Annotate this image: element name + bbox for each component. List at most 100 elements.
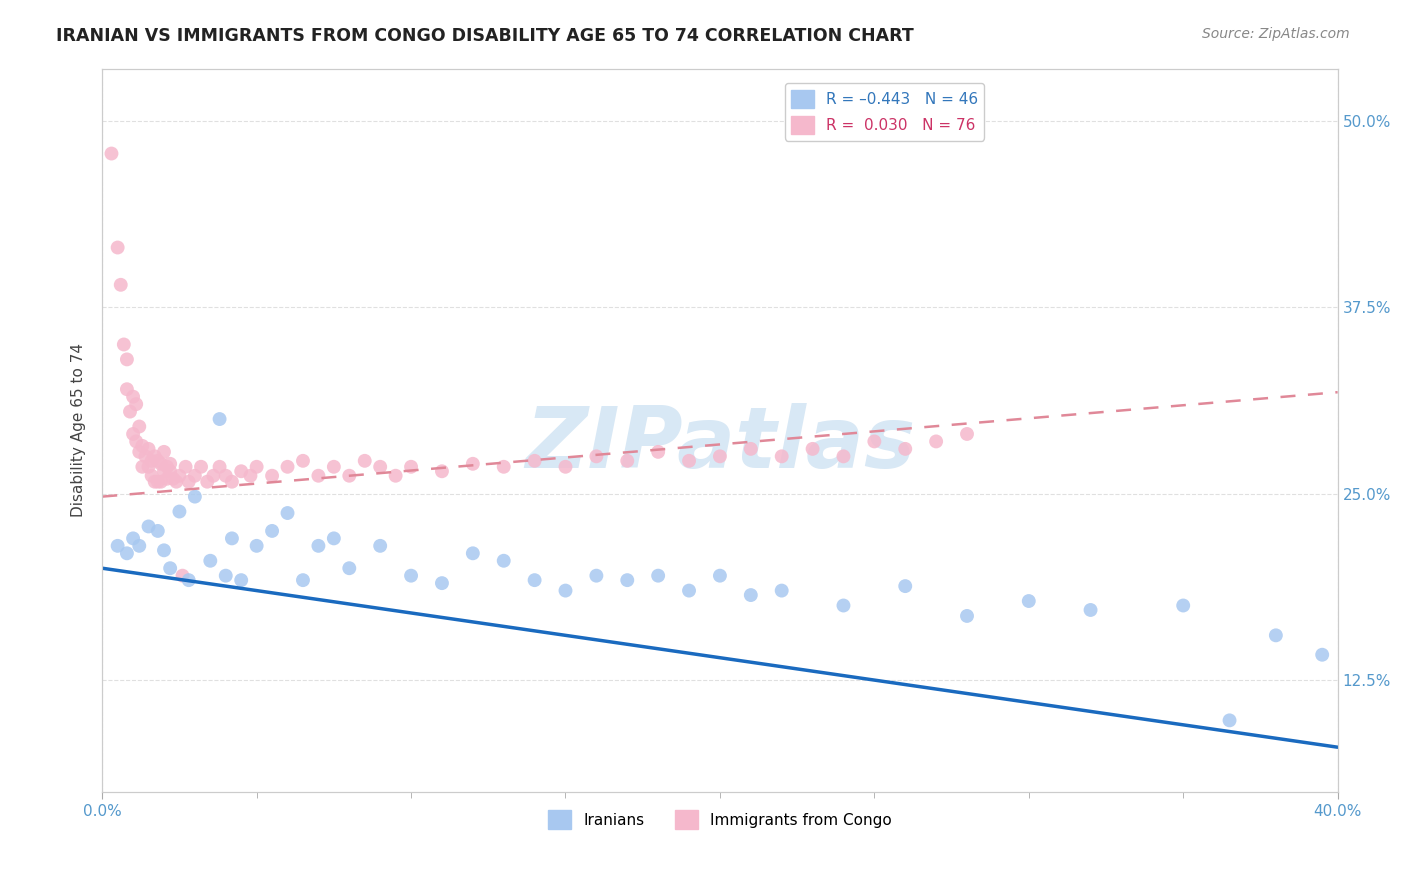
Point xyxy=(153,543,176,558)
Point xyxy=(165,475,187,489)
Point xyxy=(399,568,422,582)
Point xyxy=(925,434,948,449)
Point xyxy=(956,427,979,442)
Point xyxy=(1218,714,1240,728)
Point xyxy=(107,539,129,553)
Point xyxy=(894,579,917,593)
Point xyxy=(143,475,166,489)
Point xyxy=(153,445,176,459)
Point xyxy=(156,472,179,486)
Point xyxy=(115,352,138,367)
Point xyxy=(399,459,422,474)
Point xyxy=(159,464,181,478)
Point xyxy=(585,568,607,582)
Point xyxy=(159,561,181,575)
Point xyxy=(112,337,135,351)
Point xyxy=(246,539,269,553)
Point xyxy=(110,277,132,292)
Point xyxy=(616,573,638,587)
Point xyxy=(141,468,163,483)
Point xyxy=(894,442,917,456)
Point xyxy=(291,454,314,468)
Point xyxy=(616,454,638,468)
Point xyxy=(740,588,762,602)
Point xyxy=(141,454,163,468)
Point xyxy=(128,419,150,434)
Point xyxy=(172,568,194,582)
Point xyxy=(149,457,172,471)
Point xyxy=(231,464,253,478)
Point xyxy=(246,459,269,474)
Point xyxy=(215,468,238,483)
Text: ZIPatlas: ZIPatlas xyxy=(524,403,915,486)
Point xyxy=(169,504,191,518)
Point xyxy=(149,475,172,489)
Point xyxy=(322,532,344,546)
Point xyxy=(368,539,391,553)
Point xyxy=(1264,628,1286,642)
Point xyxy=(221,532,243,546)
Point xyxy=(195,475,218,489)
Point xyxy=(177,475,200,489)
Point xyxy=(215,568,238,582)
Point xyxy=(131,459,153,474)
Point xyxy=(239,468,262,483)
Point xyxy=(384,468,406,483)
Point xyxy=(115,546,138,560)
Point xyxy=(262,524,284,538)
Point xyxy=(262,468,284,483)
Point xyxy=(709,450,731,464)
Point xyxy=(202,468,225,483)
Text: Source: ZipAtlas.com: Source: ZipAtlas.com xyxy=(1202,27,1350,41)
Point xyxy=(169,468,191,483)
Point xyxy=(138,519,160,533)
Legend: Iranians, Immigrants from Congo: Iranians, Immigrants from Congo xyxy=(541,804,898,835)
Point xyxy=(353,454,375,468)
Point xyxy=(134,450,156,464)
Point xyxy=(307,539,329,553)
Point xyxy=(337,561,360,575)
Point xyxy=(647,568,669,582)
Point xyxy=(208,459,231,474)
Point xyxy=(128,539,150,553)
Point xyxy=(554,459,576,474)
Point xyxy=(291,573,314,587)
Point xyxy=(368,459,391,474)
Point xyxy=(337,468,360,483)
Point xyxy=(125,434,148,449)
Point xyxy=(146,524,169,538)
Point xyxy=(307,468,329,483)
Point xyxy=(153,464,176,478)
Point xyxy=(122,390,145,404)
Point xyxy=(1310,648,1333,662)
Point xyxy=(184,490,207,504)
Point xyxy=(159,457,181,471)
Point xyxy=(208,412,231,426)
Point xyxy=(200,554,222,568)
Point xyxy=(174,459,197,474)
Point xyxy=(492,459,515,474)
Point xyxy=(177,573,200,587)
Text: IRANIAN VS IMMIGRANTS FROM CONGO DISABILITY AGE 65 TO 74 CORRELATION CHART: IRANIAN VS IMMIGRANTS FROM CONGO DISABIL… xyxy=(56,27,914,45)
Point xyxy=(146,454,169,468)
Point xyxy=(128,445,150,459)
Point xyxy=(770,583,793,598)
Point xyxy=(115,382,138,396)
Y-axis label: Disability Age 65 to 74: Disability Age 65 to 74 xyxy=(72,343,86,517)
Point xyxy=(190,459,212,474)
Point xyxy=(125,397,148,411)
Point xyxy=(554,583,576,598)
Point xyxy=(276,506,298,520)
Point xyxy=(492,554,515,568)
Point xyxy=(1173,599,1195,613)
Point xyxy=(276,459,298,474)
Point xyxy=(156,459,179,474)
Point xyxy=(801,442,824,456)
Point xyxy=(118,404,141,418)
Point xyxy=(461,546,484,560)
Point xyxy=(143,450,166,464)
Point xyxy=(832,599,855,613)
Point xyxy=(122,532,145,546)
Point xyxy=(122,427,145,442)
Point xyxy=(162,472,184,486)
